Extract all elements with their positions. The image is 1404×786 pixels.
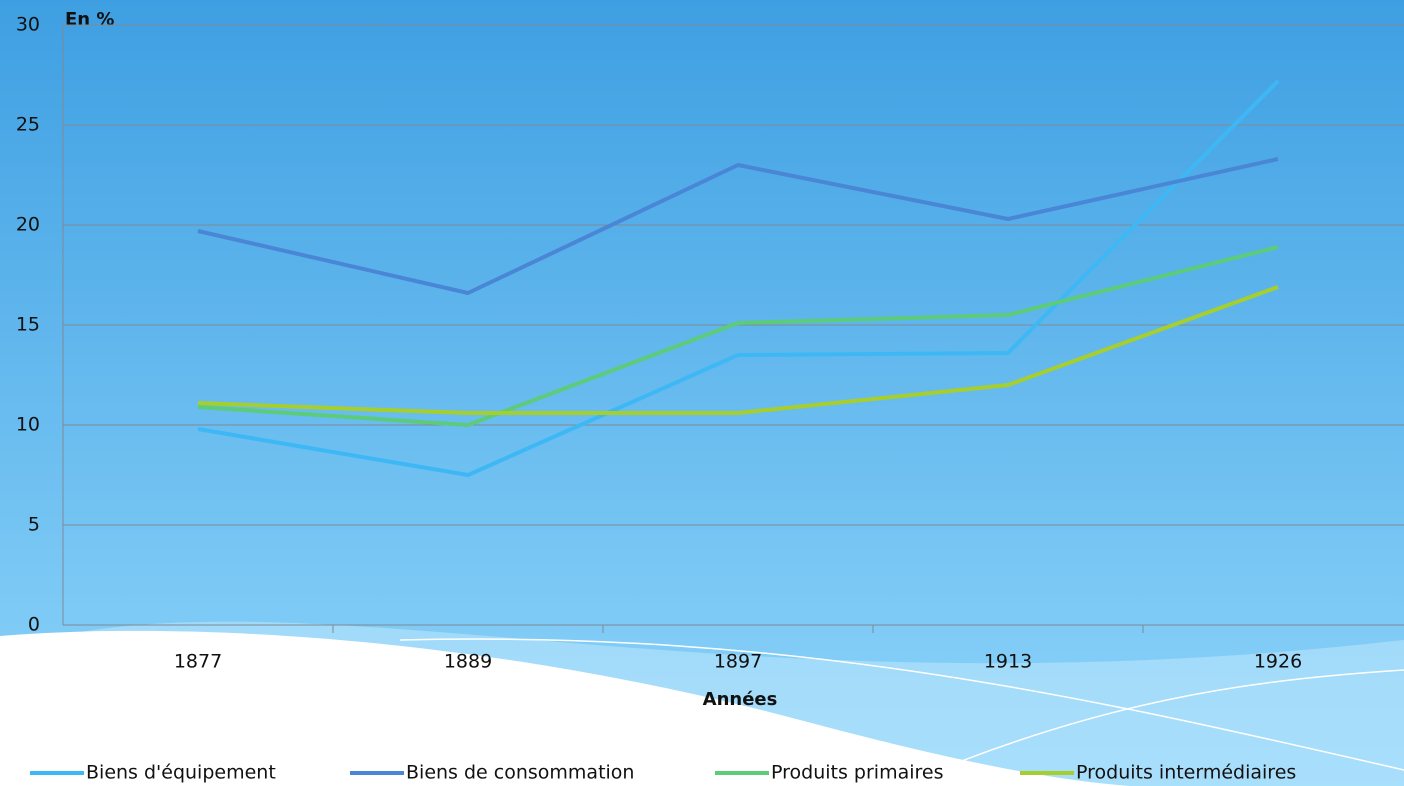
x-tick-label: 1897 <box>714 651 762 673</box>
x-tick-label: 1877 <box>174 651 222 673</box>
legend-label: Biens d'équipement <box>86 762 276 784</box>
y-tick-label: 15 <box>16 314 40 336</box>
series-line <box>197 79 1280 477</box>
y-tick-label: 25 <box>16 114 40 136</box>
wave <box>0 630 1130 786</box>
x-tick-label: 1889 <box>444 651 492 673</box>
y-tick-label: 30 <box>16 14 40 36</box>
wave-line <box>899 669 1404 786</box>
y-tick-label: 0 <box>28 614 40 636</box>
legend-label: Biens de consommation <box>406 762 634 784</box>
legend-label: Produits primaires <box>771 762 943 784</box>
series-line <box>197 285 1279 415</box>
x-tick-label: 1913 <box>984 651 1032 673</box>
series-line <box>197 245 1279 427</box>
x-tick-label: 1926 <box>1254 651 1302 673</box>
series-line <box>197 157 1279 295</box>
y-axis-title: En % <box>65 9 114 30</box>
y-tick-label: 10 <box>16 414 40 436</box>
wave-line <box>399 638 1404 771</box>
y-tick-label: 5 <box>28 514 40 536</box>
y-tick-label: 20 <box>16 214 40 236</box>
legend-label: Produits intermédiaires <box>1076 762 1296 784</box>
x-axis-title: Années <box>703 689 778 710</box>
